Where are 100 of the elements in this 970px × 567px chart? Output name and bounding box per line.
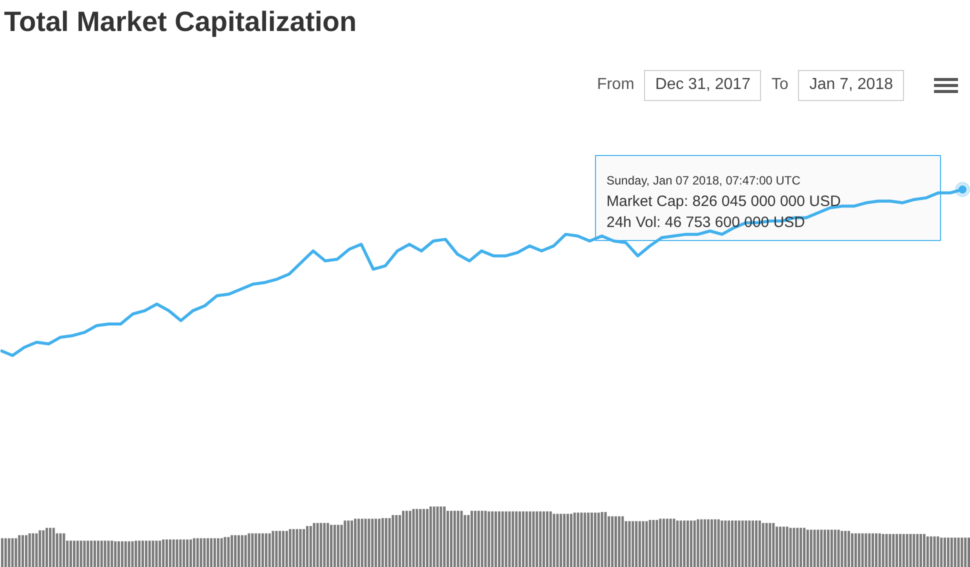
bar	[868, 533, 871, 567]
bar	[806, 530, 809, 567]
bar	[268, 533, 271, 567]
bar	[515, 511, 518, 567]
bar	[450, 510, 452, 567]
bar	[114, 541, 117, 567]
bar	[453, 510, 456, 567]
bar	[347, 520, 350, 567]
bar	[312, 522, 316, 567]
bar	[954, 538, 956, 567]
bar	[816, 530, 820, 567]
bar	[796, 528, 799, 567]
bar	[292, 529, 295, 567]
bar	[604, 512, 607, 567]
bar	[597, 512, 600, 567]
bar	[76, 540, 79, 567]
text: To	[771, 75, 788, 95]
bar	[381, 518, 384, 567]
bar	[368, 518, 370, 567]
bar	[824, 530, 826, 567]
bar	[525, 511, 528, 567]
bar	[576, 512, 580, 567]
bar	[734, 520, 737, 567]
bar	[584, 512, 586, 567]
bar	[299, 529, 302, 567]
bar	[302, 529, 306, 567]
bar	[237, 535, 240, 567]
bar	[909, 534, 912, 567]
bar	[378, 518, 380, 567]
bar	[28, 533, 31, 567]
bar	[158, 540, 162, 567]
bar	[429, 506, 432, 567]
bar	[960, 538, 964, 567]
bar	[686, 520, 689, 567]
bar	[467, 515, 470, 567]
bar	[426, 508, 428, 567]
bar	[320, 522, 322, 567]
bar	[724, 520, 727, 567]
bar	[652, 520, 655, 567]
bar	[902, 534, 905, 567]
bar	[899, 534, 902, 567]
bar	[172, 539, 175, 567]
bar	[38, 530, 42, 567]
bar	[858, 533, 860, 567]
bar	[844, 530, 847, 567]
bar	[364, 518, 367, 567]
bar	[813, 530, 816, 567]
bar	[196, 538, 199, 567]
bar	[906, 534, 908, 567]
bar	[104, 540, 106, 567]
bar	[422, 508, 426, 567]
bar	[632, 521, 634, 567]
bar	[32, 533, 34, 567]
bar	[936, 536, 940, 567]
bar	[628, 521, 631, 567]
bar	[656, 520, 658, 567]
bar	[408, 510, 412, 567]
bar	[285, 530, 288, 567]
bar	[388, 518, 391, 567]
bar	[570, 514, 572, 567]
bar	[618, 516, 620, 567]
bar	[765, 522, 768, 567]
bar	[384, 518, 388, 567]
bar	[323, 522, 326, 567]
bar	[203, 538, 206, 567]
bar	[216, 538, 220, 567]
bar	[340, 524, 343, 567]
bar	[254, 533, 258, 567]
bar	[662, 518, 665, 567]
bar	[882, 534, 884, 567]
bar	[398, 515, 402, 567]
bar	[360, 518, 364, 567]
bar	[182, 539, 186, 567]
bar	[851, 533, 854, 567]
bar	[189, 539, 192, 567]
bar	[549, 511, 552, 567]
bar	[142, 540, 144, 567]
bar	[693, 520, 696, 567]
bar	[70, 540, 72, 567]
bar	[124, 541, 127, 567]
bar	[872, 533, 874, 567]
bar	[336, 524, 340, 567]
bar	[96, 540, 100, 567]
bar	[405, 510, 408, 567]
bar	[861, 533, 864, 567]
bar	[772, 522, 775, 567]
bar	[792, 528, 796, 567]
bar	[546, 511, 548, 567]
bar	[192, 538, 196, 567]
bar	[522, 511, 524, 567]
bar	[8, 538, 10, 567]
bar	[518, 511, 522, 567]
bar	[419, 508, 422, 567]
bar	[916, 534, 919, 567]
bar	[179, 539, 182, 567]
bar	[590, 512, 593, 567]
bar	[594, 512, 596, 567]
bar	[573, 512, 576, 567]
bar	[72, 540, 76, 567]
text: Jan 7, 2018	[798, 70, 904, 101]
